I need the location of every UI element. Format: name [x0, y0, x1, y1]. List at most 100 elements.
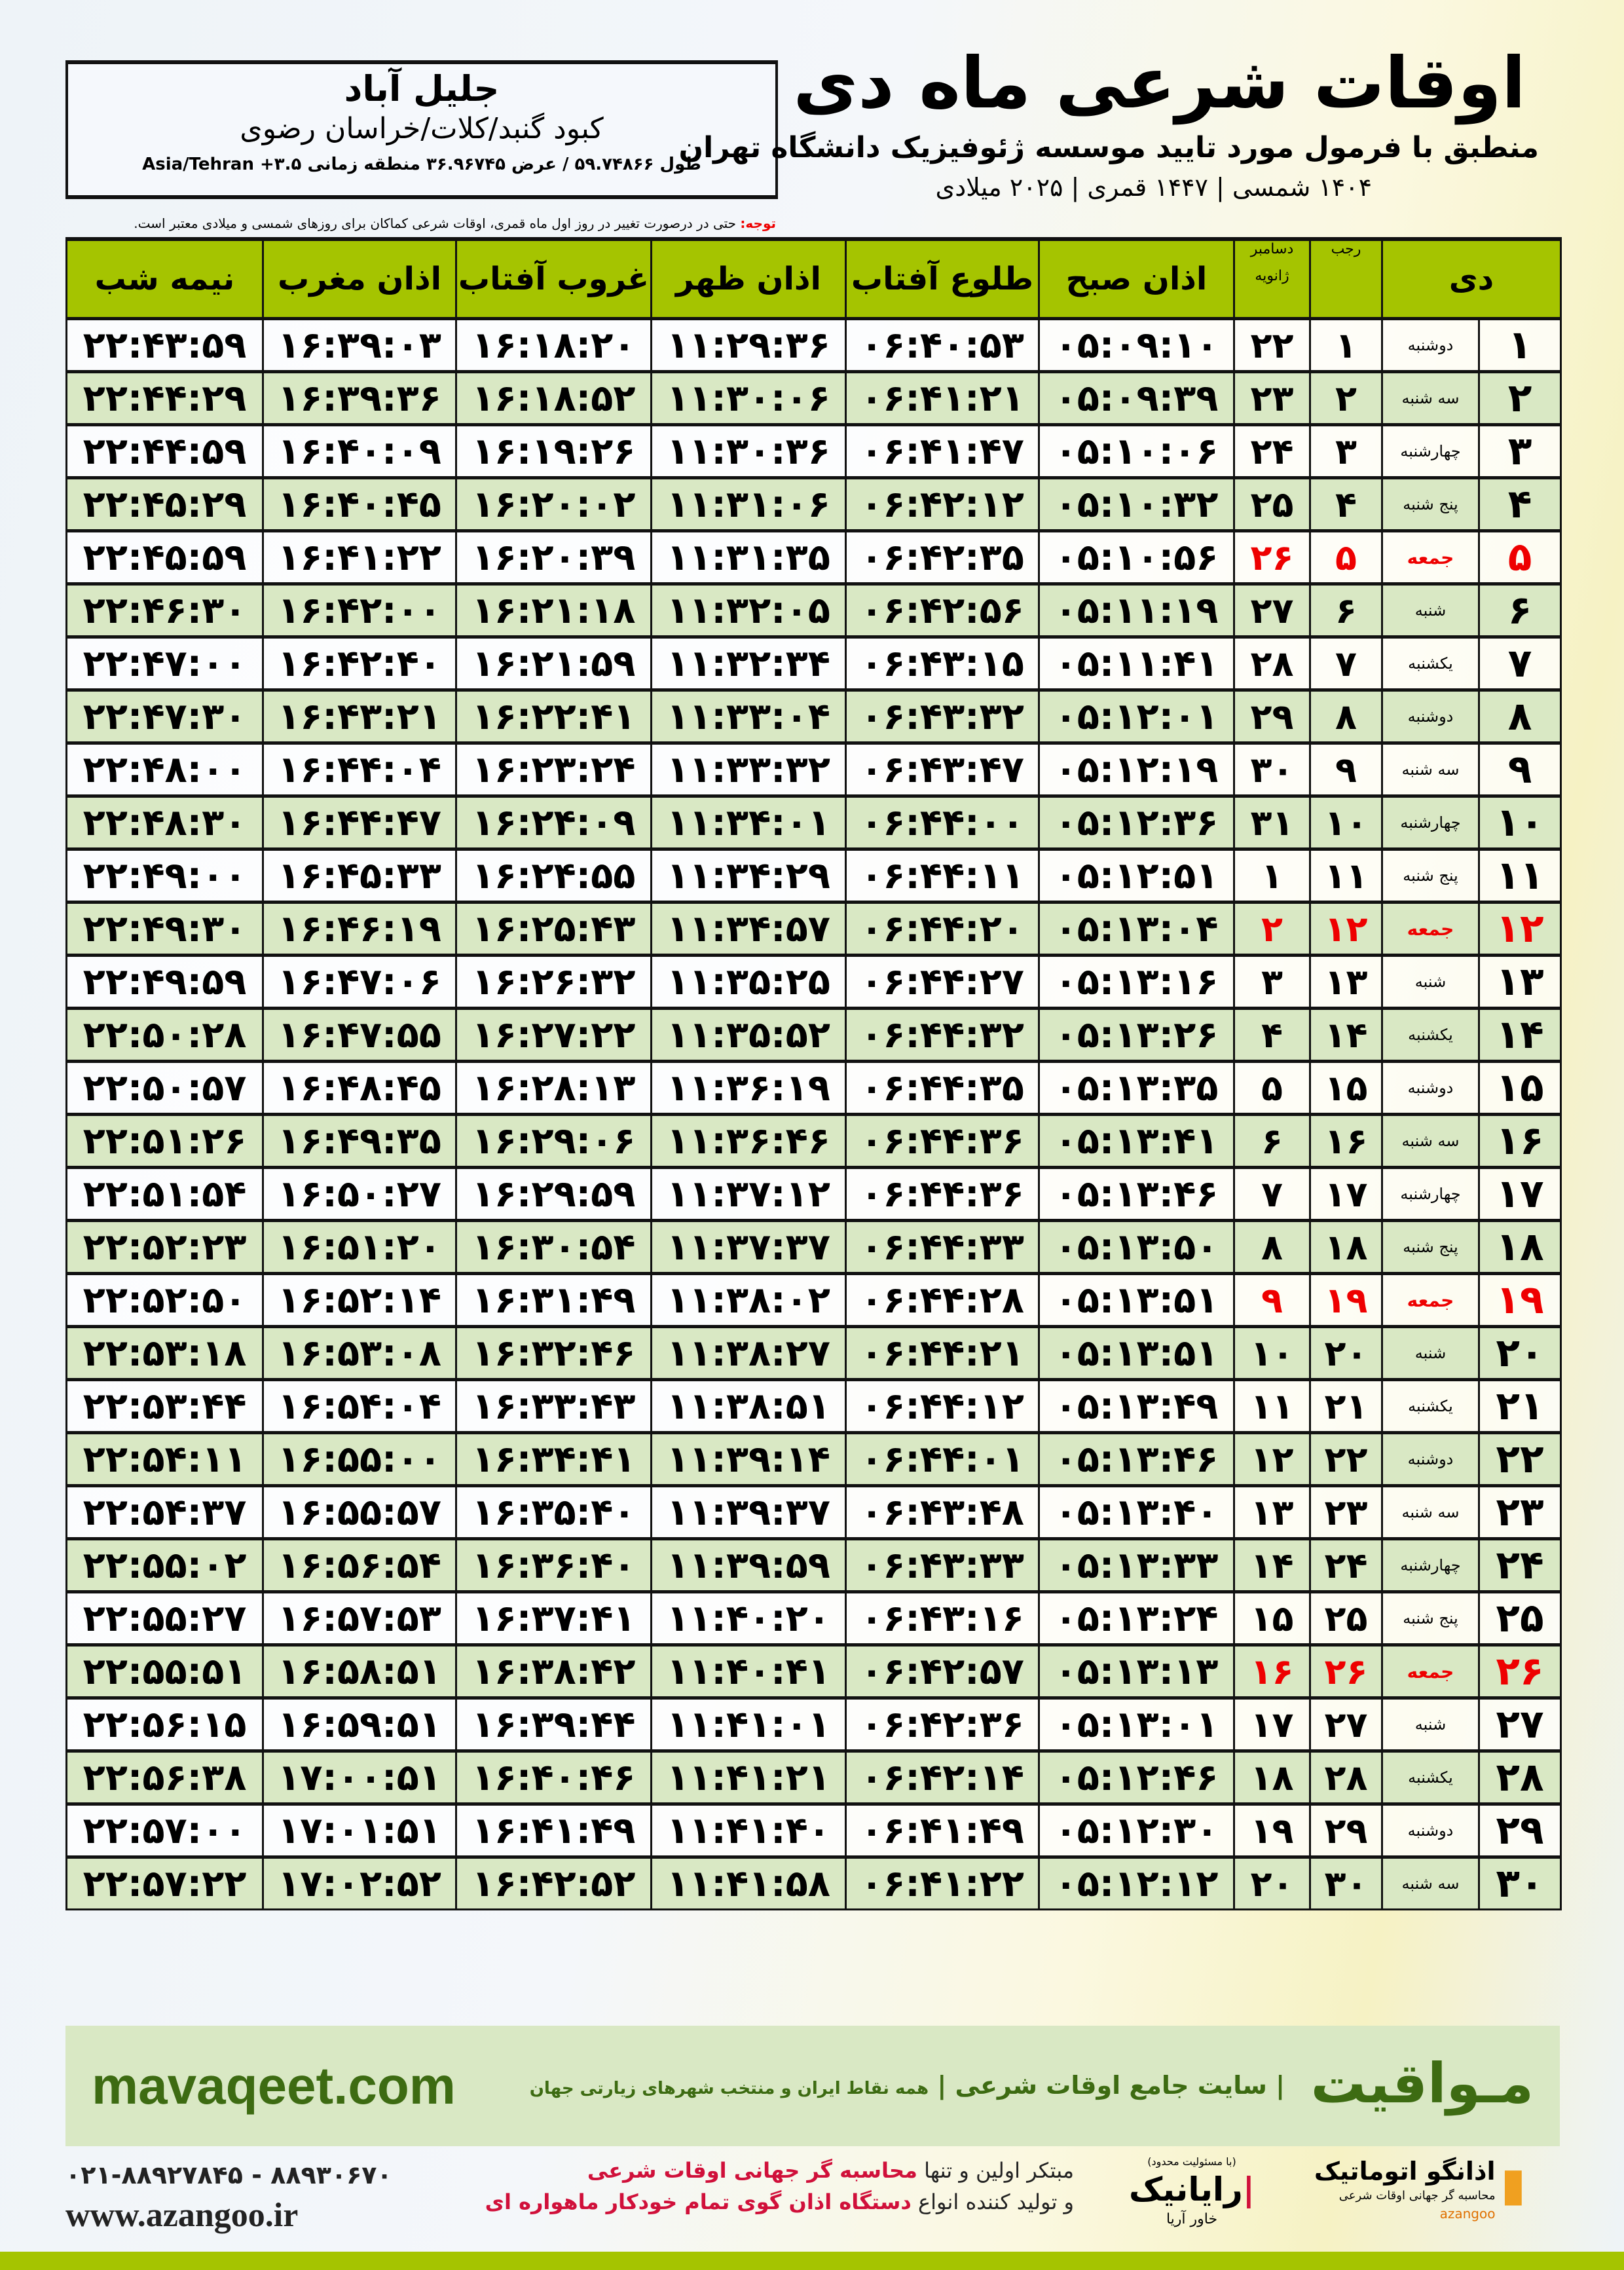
weekday: یکشنبه — [1381, 635, 1480, 691]
rayanik-name: رایانیک — [1128, 2170, 1243, 2208]
sunset-time: ۱۶:۲۱:۵۹ — [455, 635, 652, 691]
table-row: ۱۹ جمعه ۱۹ ۹ ۰۵:۱۳:۵۱ ۰۶:۴۴:۲۸ ۱۱:۳۸:۰۲ ۱۶:۳۱:۴… — [65, 1272, 1562, 1328]
day-number: ۲۷ — [1478, 1696, 1562, 1752]
dhuhr-time: ۱۱:۲۹:۳۶ — [650, 317, 847, 373]
dhuhr-time: ۱۱:۴۱:۲۱ — [650, 1749, 847, 1805]
location-box: جلیل آباد کبود گنبد/کلات/خراسان رضوی طول… — [65, 60, 778, 199]
fajr-time: ۰۵:۱۲:۳۶ — [1038, 794, 1235, 850]
rajab-date: ۲۰ — [1309, 1325, 1383, 1381]
table-row: ۵ جمعه ۵ ۲۶ ۰۵:۱۰:۵۶ ۰۶:۴۲:۳۵ ۱۱:۳۱:۳۵ ۱۶:۲۰:۳۹… — [65, 529, 1562, 585]
sunrise-time: ۰۶:۴۳:۳۲ — [845, 688, 1040, 744]
dhuhr-time: ۱۱:۴۱:۵۸ — [650, 1855, 847, 1910]
dhuhr-time: ۱۱:۳۵:۲۵ — [650, 954, 847, 1009]
table-row: ۱۱ پنج شنبه ۱۱ ۱ ۰۵:۱۲:۵۱ ۰۶:۴۴:۱۱ ۱۱:۳۴:۲۹ ۱۶:… — [65, 847, 1562, 903]
weekday: چهارشنبه — [1381, 794, 1480, 850]
website-link[interactable]: www.azangoo.ir — [65, 2197, 299, 2234]
dhuhr-time: ۱۱:۳۴:۰۱ — [650, 794, 847, 850]
dhuhr-time: ۱۱:۳۷:۱۲ — [650, 1166, 847, 1221]
maghrib-time: ۱۶:۵۲:۱۴ — [262, 1272, 457, 1328]
sunset-time: ۱۶:۳۹:۴۴ — [455, 1696, 652, 1752]
fajr-time: ۰۵:۰۹:۱۰ — [1038, 317, 1235, 373]
sunrise-time: ۰۶:۴۴:۲۰ — [845, 901, 1040, 956]
sunrise-time: ۰۶:۴۲:۱۴ — [845, 1749, 1040, 1805]
sunset-time: ۱۶:۳۳:۴۳ — [455, 1378, 652, 1434]
sunrise-time: ۰۶:۴۴:۳۳ — [845, 1219, 1040, 1275]
table-row: ۲۵ پنج شنبه ۲۵ ۱۵ ۰۵:۱۳:۲۴ ۰۶:۴۳:۱۶ ۱۱:۴۰:۲۰ ۱۶… — [65, 1590, 1562, 1646]
rajab-date: ۱ — [1309, 317, 1383, 373]
dhuhr-time: ۱۱:۳۸:۵۱ — [650, 1378, 847, 1434]
day-number: ۵ — [1478, 529, 1562, 585]
sunrise-time: ۰۶:۴۲:۳۵ — [845, 529, 1040, 585]
gregorian-date: ۲۳ — [1233, 370, 1311, 426]
note-text: حتی در درصورت تغییر در روز اول ماه قمری،… — [134, 215, 741, 231]
midnight-time: ۲۲:۴۷:۰۰ — [65, 635, 264, 691]
day-number: ۳۰ — [1478, 1855, 1562, 1910]
day-number: ۱۹ — [1478, 1272, 1562, 1328]
sunset-time: ۱۶:۲۸:۱۳ — [455, 1060, 652, 1115]
promo-line2-highlight: دستگاه اذان گوی تمام خودکار ماهواره ای — [485, 2189, 912, 2214]
sunset-time: ۱۶:۳۲:۴۶ — [455, 1325, 652, 1381]
gregorian-date: ۶ — [1233, 1113, 1311, 1168]
midnight-time: ۲۲:۴۳:۵۹ — [65, 317, 264, 373]
day-number: ۲۹ — [1478, 1802, 1562, 1858]
site-link[interactable]: mavaqeet.com — [92, 2056, 456, 2115]
midnight-time: ۲۲:۵۷:۰۰ — [65, 1802, 264, 1858]
weekday: یکشنبه — [1381, 1378, 1480, 1434]
sunset-time: ۱۶:۲۹:۰۶ — [455, 1113, 652, 1168]
sunset-time: ۱۶:۲۴:۵۵ — [455, 847, 652, 903]
gregorian-date: ۳۱ — [1233, 794, 1311, 850]
dhuhr-time: ۱۱:۳۹:۱۴ — [650, 1431, 847, 1487]
table-row: ۲۹ دوشنبه ۲۹ ۱۹ ۰۵:۱۲:۳۰ ۰۶:۴۱:۴۹ ۱۱:۴۱:۴۰ ۱۶:۴… — [65, 1802, 1562, 1858]
rajab-date: ۱۱ — [1309, 847, 1383, 903]
weekday: پنج شنبه — [1381, 847, 1480, 903]
midnight-time: ۲۲:۵۳:۴۴ — [65, 1378, 264, 1434]
fajr-time: ۰۵:۱۲:۳۰ — [1038, 1802, 1235, 1858]
table-row: ۶ شنبه ۶ ۲۷ ۰۵:۱۱:۱۹ ۰۶:۴۲:۵۶ ۱۱:۳۲:۰۵ ۱۶:۲۱:۱۸… — [65, 582, 1562, 638]
midnight-time: ۲۲:۵۵:۰۲ — [65, 1537, 264, 1593]
sunset-time: ۱۶:۳۵:۴۰ — [455, 1484, 652, 1540]
midnight-time: ۲۲:۵۰:۲۸ — [65, 1007, 264, 1062]
table-row: ۲ سه شنبه ۲ ۲۳ ۰۵:۰۹:۳۹ ۰۶:۴۱:۲۱ ۱۱:۳۰:۰۶ ۱۶:۱۸… — [65, 370, 1562, 426]
table-header: دی رجب دسامبر ژانویه اذان صبح طلوع آفتاب … — [65, 237, 1562, 320]
gregorian-date: ۸ — [1233, 1219, 1311, 1275]
day-number: ۱۱ — [1478, 847, 1562, 903]
dhuhr-time: ۱۱:۴۱:۴۰ — [650, 1802, 847, 1858]
fajr-time: ۰۵:۱۰:۵۶ — [1038, 529, 1235, 585]
table-row: ۱۵ دوشنبه ۱۵ ۵ ۰۵:۱۳:۳۵ ۰۶:۴۴:۳۵ ۱۱:۳۶:۱۹ ۱۶:۲۸… — [65, 1060, 1562, 1115]
sunset-time: ۱۶:۴۲:۵۲ — [455, 1855, 652, 1910]
table-row: ۷ یکشنبه ۷ ۲۸ ۰۵:۱۱:۴۱ ۰۶:۴۳:۱۵ ۱۱:۳۲:۳۴ ۱۶:۲۱:… — [65, 635, 1562, 691]
rajab-date: ۳ — [1309, 423, 1383, 479]
weekday: جمعه — [1381, 529, 1480, 585]
midnight-time: ۲۲:۵۶:۱۵ — [65, 1696, 264, 1752]
maghrib-time: ۱۶:۵۴:۰۴ — [262, 1378, 457, 1434]
sunrise-time: ۰۶:۴۳:۱۶ — [845, 1590, 1040, 1646]
fajr-time: ۰۵:۱۳:۵۱ — [1038, 1325, 1235, 1381]
promo-line1-highlight: محاسبه گر جهانی اوقات شرعی — [587, 2158, 917, 2183]
dhuhr-time: ۱۱:۳۴:۵۷ — [650, 901, 847, 956]
azangoo-logo: ▮ اذانگو اتوماتیک محاسبه گر جهانی اوقات … — [1303, 2155, 1526, 2223]
sunrise-time: ۰۶:۴۲:۵۷ — [845, 1643, 1040, 1699]
gregorian-date: ۱۳ — [1233, 1484, 1311, 1540]
sunrise-time: ۰۶:۴۲:۱۲ — [845, 476, 1040, 532]
gregorian-date: ۴ — [1233, 1007, 1311, 1062]
fajr-time: ۰۵:۱۳:۳۳ — [1038, 1537, 1235, 1593]
midnight-time: ۲۲:۵۲:۵۰ — [65, 1272, 264, 1328]
fajr-time: ۰۵:۱۳:۴۱ — [1038, 1113, 1235, 1168]
maghrib-time: ۱۶:۵۹:۵۱ — [262, 1696, 457, 1752]
maghrib-time: ۱۶:۴۵:۳۳ — [262, 847, 457, 903]
dhuhr-time: ۱۱:۳۹:۳۷ — [650, 1484, 847, 1540]
maghrib-time: ۱۶:۴۲:۴۰ — [262, 635, 457, 691]
dhuhr-time: ۱۱:۴۱:۰۱ — [650, 1696, 847, 1752]
weekday: دوشنبه — [1381, 688, 1480, 744]
brand-logo: مـواقیت — [1310, 2051, 1534, 2115]
header-day: دی — [1381, 237, 1562, 320]
dhuhr-time: ۱۱:۴۰:۴۱ — [650, 1643, 847, 1699]
fajr-time: ۰۵:۱۳:۱۶ — [1038, 954, 1235, 1009]
maghrib-time: ۱۶:۴۰:۴۵ — [262, 476, 457, 532]
day-number: ۱۳ — [1478, 954, 1562, 1009]
table-row: ۲۲ دوشنبه ۲۲ ۱۲ ۰۵:۱۳:۴۶ ۰۶:۴۴:۰۱ ۱۱:۳۹:۱۴ ۱۶:۳… — [65, 1431, 1562, 1487]
fajr-time: ۰۵:۱۲:۱۹ — [1038, 741, 1235, 797]
mavaqeet-banner: مـواقیت | سایت جامع اوقات شرعی | همه نقا… — [65, 2026, 1560, 2146]
rajab-date: ۲۷ — [1309, 1696, 1383, 1752]
weekday: چهارشنبه — [1381, 1166, 1480, 1221]
